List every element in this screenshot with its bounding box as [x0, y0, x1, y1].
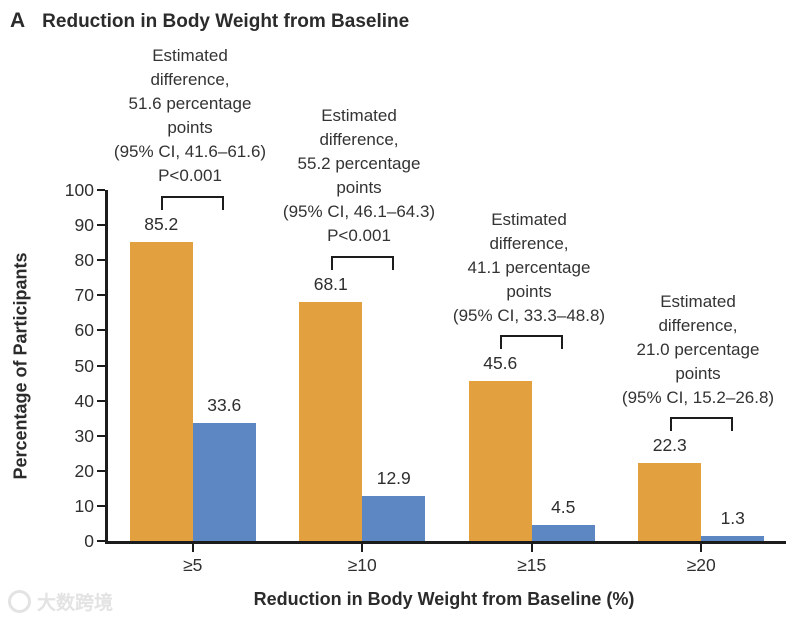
bar-series2 [531, 525, 595, 541]
annotation-group-1: Estimated difference, 51.6 percentage po… [113, 46, 267, 185]
bar-value-label: 1.3 [720, 508, 745, 529]
y-axis-tick-label: 100 [64, 180, 94, 200]
plot-area: 0 10 20 30 40 50 60 70 80 90 100 ≥5 85.2 33.6 ≥10 68.1 1… [65, 180, 786, 575]
bar-series1 [299, 301, 363, 541]
watermark-logo-icon [8, 590, 31, 613]
bar-series1 [468, 380, 532, 541]
comparison-bracket [500, 334, 564, 349]
x-axis-tick-label: ≥15 [517, 555, 547, 575]
y-axis-tick [97, 224, 105, 227]
y-axis-tick-label: 50 [74, 355, 94, 376]
comparison-bracket [330, 255, 394, 270]
y-axis-tick-label: 80 [74, 250, 94, 271]
y-axis-tick-label: 30 [74, 425, 94, 446]
bar-series1 [129, 241, 193, 541]
x-axis-tick [361, 541, 364, 552]
x-axis-tick [530, 541, 533, 552]
y-axis-tick [97, 434, 105, 437]
bar-value-label: 68.1 [313, 273, 348, 294]
y-axis-tick-label: 40 [74, 390, 94, 411]
panel-letter: A [10, 9, 26, 32]
x-axis-tick [700, 541, 703, 552]
y-axis-tick-label: 60 [74, 320, 94, 341]
comparison-bracket [161, 195, 225, 210]
bar-series2 [362, 495, 426, 541]
watermark-text: 大数跨境 [37, 593, 114, 614]
x-axis-tick-label: ≥20 [686, 555, 716, 575]
bar-series2 [192, 423, 256, 541]
comparison-bracket [669, 416, 733, 431]
y-axis-tick [97, 504, 105, 507]
y-axis-tick [97, 469, 105, 472]
x-axis-tick-label: ≥10 [347, 555, 377, 575]
y-axis-tick [97, 189, 105, 191]
x-axis-tick [191, 541, 194, 552]
y-axis-tick [97, 540, 105, 542]
bar-value-label: 22.3 [652, 434, 687, 455]
y-axis-tick-label: 90 [74, 215, 94, 236]
y-axis-tick-label: 20 [74, 460, 94, 481]
annotation-group-2: Estimated difference, 55.2 percentage po… [282, 106, 436, 245]
y-axis-tick [97, 329, 105, 332]
y-axis-tick-label: 0 [84, 531, 94, 551]
bar-series2 [701, 536, 765, 541]
bar-series1 [638, 462, 702, 541]
y-axis-tick [97, 399, 105, 402]
y-axis-tick [97, 294, 105, 297]
bar-value-label: 33.6 [207, 395, 242, 416]
bar-value-label: 12.9 [376, 467, 411, 488]
annotation-group-3: Estimated difference, 41.1 percentage po… [452, 210, 606, 325]
figure-header: A Reduction in Body Weight from Baseline [10, 9, 409, 33]
chart-title: Reduction in Body Weight from Baseline [42, 11, 410, 32]
x-axis-title: Reduction in Body Weight from Baseline (… [253, 589, 635, 609]
y-axis-title: Percentage of Participants [10, 252, 31, 480]
watermark: 大数跨境 [8, 588, 113, 615]
bar-value-label: 45.6 [483, 352, 518, 373]
y-axis-tick-label: 70 [74, 285, 94, 306]
bar-value-label: 85.2 [144, 213, 179, 234]
x-axis-tick-label: ≥5 [183, 555, 203, 575]
y-axis-tick-label: 10 [74, 495, 94, 516]
bar-value-label: 4.5 [551, 497, 576, 518]
y-axis-tick [97, 364, 105, 367]
annotation-group-4: Estimated difference, 21.0 percentage po… [621, 292, 775, 407]
y-axis-tick [97, 259, 105, 262]
